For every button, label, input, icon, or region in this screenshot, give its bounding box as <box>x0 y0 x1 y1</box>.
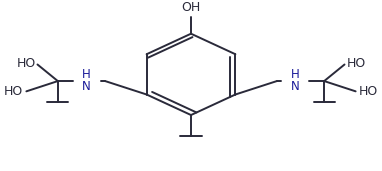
Text: HO: HO <box>16 57 36 70</box>
Text: HO: HO <box>359 85 378 98</box>
Text: H
N: H N <box>291 68 300 93</box>
Text: HO: HO <box>346 57 366 70</box>
Text: H
N: H N <box>82 68 91 93</box>
Text: HO: HO <box>4 85 23 98</box>
Text: OH: OH <box>181 1 201 14</box>
